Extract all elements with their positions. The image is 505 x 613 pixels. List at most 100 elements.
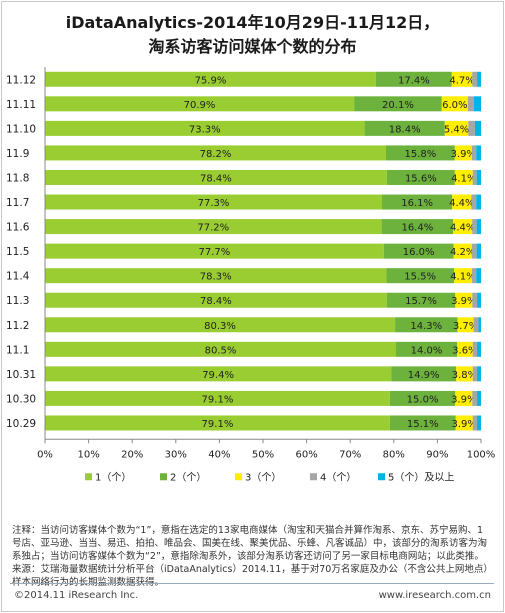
data-label: 3.9% <box>452 419 477 430</box>
footer-divider <box>10 583 494 584</box>
bar-segment <box>476 243 481 259</box>
bar-segment <box>467 96 475 112</box>
data-label: 77.7% <box>198 247 230 258</box>
x-tick-label: 40% <box>208 449 230 460</box>
bar-segment <box>453 268 472 284</box>
legend-label: 3（个） <box>245 471 281 483</box>
bar-segment <box>473 317 479 333</box>
bar-segment <box>381 219 454 235</box>
bar-segment <box>364 120 445 136</box>
bar-segment <box>395 317 458 333</box>
bar-segment <box>477 341 481 357</box>
chart-notes: 注释：当访问访客媒体个数为“1”，意指在选定的13家电商媒体（淘宝和天猫合并算作… <box>12 524 492 589</box>
category-label: 11.6 <box>6 222 30 234</box>
x-tick-label: 100% <box>467 449 496 460</box>
data-label: 73.3% <box>189 124 221 135</box>
bar-segment <box>454 145 472 161</box>
bar-segment <box>453 219 473 235</box>
legend-swatch <box>378 473 385 481</box>
bar-segment <box>441 96 468 112</box>
x-tick-label: 90% <box>426 449 448 460</box>
bar-segment <box>457 317 474 333</box>
data-label: 3.7% <box>453 321 478 332</box>
data-label: 4.4% <box>449 198 474 209</box>
category-label: 11.9 <box>6 148 29 160</box>
bar-segment <box>45 219 382 235</box>
bar-segment <box>45 243 384 259</box>
data-label: 78.3% <box>200 272 232 283</box>
category-label: 10.30 <box>6 393 36 405</box>
data-label: 4.2% <box>450 247 475 258</box>
data-label: 15.5% <box>404 272 436 283</box>
x-tick-label: 10% <box>77 449 99 460</box>
legend-label: 2（个） <box>170 471 206 483</box>
bar-segment <box>375 71 452 87</box>
bar-segment <box>477 71 481 87</box>
category-label: 11.5 <box>6 246 29 258</box>
data-label: 3.6% <box>452 345 477 356</box>
category-label: 11.7 <box>6 197 29 209</box>
data-label: 16.4% <box>401 223 433 234</box>
bar-segment <box>474 96 481 112</box>
data-label: 6.0% <box>442 100 467 111</box>
bar-segment <box>389 415 456 431</box>
bar-segment <box>45 194 383 210</box>
bar-segment <box>477 292 481 308</box>
category-label: 10.29 <box>6 418 36 430</box>
data-label: 4.7% <box>449 75 474 86</box>
category-label: 11.10 <box>6 123 36 135</box>
bar-segment <box>471 145 477 161</box>
category-label: 11.4 <box>6 271 30 283</box>
data-label: 77.3% <box>198 198 230 209</box>
data-label: 16.0% <box>403 247 435 258</box>
bar-segment <box>476 268 481 284</box>
data-label: 15.6% <box>405 173 437 184</box>
x-tick-label: 50% <box>252 449 274 460</box>
bar-segment <box>385 145 455 161</box>
x-tick-label: 30% <box>165 449 187 460</box>
bar-segment <box>455 415 473 431</box>
bar-segment <box>474 120 481 136</box>
bar-segment <box>45 341 396 357</box>
data-label: 4.1% <box>450 272 475 283</box>
data-label: 80.3% <box>204 321 236 332</box>
bar-segment <box>45 317 396 333</box>
bar-segment <box>472 71 478 87</box>
category-label: 11.12 <box>6 74 36 86</box>
bar-segment <box>383 243 454 259</box>
bar-segment <box>455 292 473 308</box>
x-tick-label: 60% <box>295 449 317 460</box>
bar-segment <box>45 145 386 161</box>
bar-segment <box>354 96 442 112</box>
x-tick-label: 0% <box>37 449 53 460</box>
bar-segment <box>386 169 455 185</box>
legend-swatch <box>310 473 317 481</box>
data-label: 14.3% <box>410 321 442 332</box>
category-label: 11.2 <box>6 320 29 332</box>
category-label: 10.31 <box>6 369 36 381</box>
bar-segment <box>477 390 481 406</box>
bar-segment <box>45 415 390 431</box>
bar-segment <box>478 317 481 333</box>
bar-segment <box>386 268 454 284</box>
bar-segment <box>444 120 469 136</box>
bar-segment <box>454 169 473 185</box>
bar-segment <box>45 71 376 87</box>
bar-segment <box>472 341 478 357</box>
bar-segment <box>476 169 481 185</box>
bar-segment <box>389 390 456 406</box>
bar-segment <box>453 243 472 259</box>
data-label: 18.4% <box>389 124 421 135</box>
bar-segment <box>472 169 477 185</box>
legend-swatch <box>235 473 242 481</box>
bar-segment <box>477 366 481 382</box>
data-label: 78.4% <box>200 173 232 184</box>
bar-segment <box>395 341 458 357</box>
bar-segment <box>472 292 478 308</box>
data-label: 15.8% <box>405 149 437 160</box>
data-label: 14.9% <box>408 370 440 381</box>
note-source: 来源：艾瑞海量数据统计分析平台（iDataAnalytics）2014.11，基… <box>12 564 489 588</box>
data-label: 15.1% <box>407 419 439 430</box>
bar-segment <box>45 390 390 406</box>
data-label: 3.9% <box>451 394 476 405</box>
